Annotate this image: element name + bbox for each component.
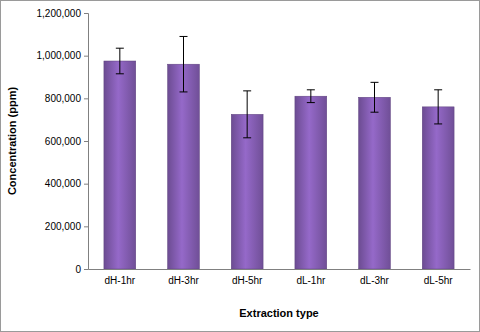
axis-domain [84, 14, 89, 270]
tick-label: 200,000 [45, 221, 82, 232]
y-axis-title: Concentration (ppm) [6, 87, 18, 195]
tick: 200,000 [45, 221, 88, 232]
tick: dH-3hr [168, 275, 199, 286]
tick-mark [84, 184, 88, 185]
tick: 0 [75, 264, 88, 275]
error-bar-line [374, 82, 375, 112]
tick-label: 1,000,000 [37, 50, 82, 61]
chart-border [1, 1, 480, 332]
tick: dH-5hr [232, 275, 263, 286]
bar [295, 96, 327, 269]
tick: dL-5hr [424, 275, 454, 286]
tick-mark [84, 98, 88, 99]
tick-label: 400,000 [45, 178, 82, 189]
error-bar-line [307, 89, 315, 90]
tick-label: dL-3hr [360, 275, 390, 286]
tick: 800,000 [45, 93, 88, 104]
y-axis: 0 200,000 400,000 600,000 800,000 1,000,000 1,… [37, 8, 89, 275]
tick-mark [84, 13, 88, 14]
bar [168, 64, 200, 269]
error-bar-line [371, 82, 379, 83]
chart: 0 200,000 400,000 600,000 800,000 1,000,000 1,… [0, 0, 480, 332]
error-bar-line [116, 48, 124, 49]
tick-label: dH-1hr [105, 275, 136, 286]
bar [422, 107, 454, 269]
error-bar-line [247, 91, 248, 138]
x-axis-title: Extraction type [239, 307, 318, 319]
error-bar [116, 48, 124, 74]
error-bar-line [119, 48, 120, 74]
tick: 1,000,000 [37, 50, 89, 61]
tick: 1,200,000 [37, 8, 89, 19]
tick-label: dH-5hr [232, 275, 263, 286]
error-bar-line [307, 102, 315, 103]
tick: 600,000 [45, 136, 88, 147]
error-bar [243, 91, 251, 138]
error-bar [434, 90, 442, 124]
error-bar [371, 82, 379, 112]
bar [359, 97, 391, 269]
tick-mark [84, 226, 88, 227]
tick-label: dL-1hr [296, 275, 326, 286]
tick-label: dH-3hr [168, 275, 199, 286]
error-bar-line [371, 112, 379, 113]
error-bar-line [180, 36, 188, 37]
bar [104, 61, 136, 269]
error-bar-line [434, 89, 442, 90]
error-bar-line [180, 91, 188, 92]
error-bar-line [434, 123, 442, 124]
error-bar-line [438, 90, 439, 124]
error-bar [180, 36, 188, 91]
tick: dH-1hr [105, 275, 136, 286]
error-bar-line [243, 90, 251, 91]
tick-label: 1,200,000 [37, 8, 82, 19]
error-bar-line [310, 90, 311, 103]
tick-mark [84, 269, 88, 270]
tick-label: 0 [75, 264, 81, 275]
tick-mark [84, 56, 88, 57]
tick: dL-3hr [360, 275, 390, 286]
error-bar [307, 90, 315, 103]
error-bar-line [243, 137, 251, 138]
tick-label: 600,000 [45, 136, 82, 147]
tick: 400,000 [45, 178, 88, 189]
error-bar-line [116, 73, 124, 74]
plot-area [104, 36, 454, 269]
tick: dL-1hr [296, 275, 326, 286]
x-axis: dH-1hr dH-3hr dH-5hr dL-1hr dL-3hr dL-5hr [89, 270, 471, 287]
error-bar-line [183, 36, 184, 91]
tick-mark [84, 141, 88, 142]
tick-label: dL-5hr [424, 275, 454, 286]
axis-domain [89, 269, 471, 270]
tick-label: 800,000 [45, 93, 82, 104]
bar [231, 114, 263, 269]
